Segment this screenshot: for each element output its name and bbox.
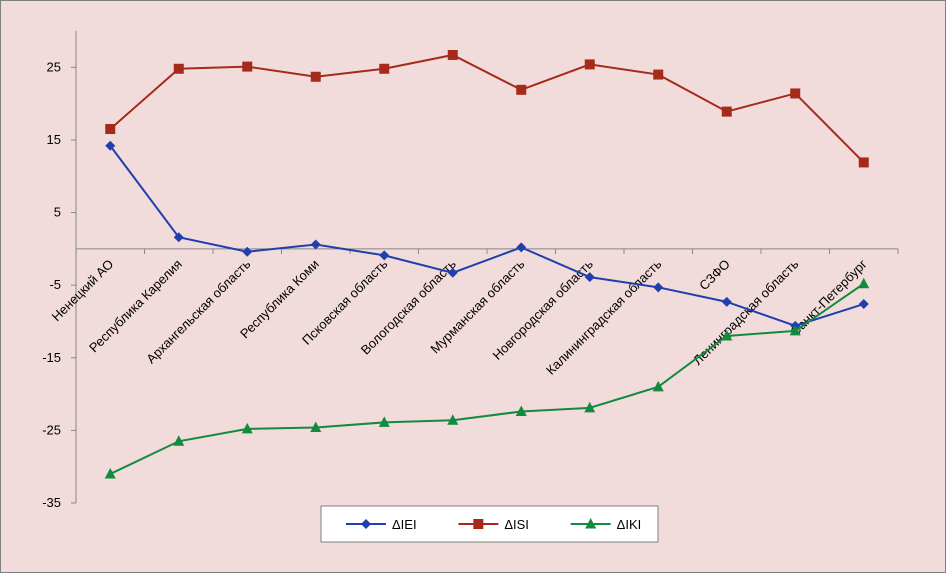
legend-item: ΔIKI (570, 517, 642, 532)
y-tick-label: -15 (42, 350, 61, 365)
data-point (173, 232, 184, 243)
series-3 (104, 277, 870, 479)
y-tick-label: -5 (49, 277, 61, 292)
data-point (516, 242, 527, 253)
legend-label: ΔIKI (617, 517, 642, 532)
data-point (858, 277, 870, 289)
data-point (173, 435, 185, 446)
data-point (242, 246, 253, 257)
x-category-label: Калининградская область (543, 256, 664, 377)
data-point (241, 422, 253, 434)
data-point (379, 63, 390, 74)
data-point (721, 296, 732, 307)
series-1 (105, 140, 869, 331)
legend-marker (361, 519, 371, 529)
y-tick-label: 25 (47, 59, 61, 74)
series-layer (104, 49, 870, 479)
legend-item: ΔIEI (346, 517, 417, 532)
y-tick-label: 15 (47, 132, 61, 147)
data-point (653, 69, 664, 80)
data-point (104, 467, 116, 479)
data-point (310, 71, 321, 82)
data-point (173, 63, 184, 74)
data-point (721, 106, 732, 117)
legend-item: ΔISI (458, 517, 529, 532)
y-tick-label: -35 (42, 495, 61, 510)
legend: ΔIEI ΔISI ΔIKI (320, 505, 659, 543)
data-point (447, 49, 458, 60)
series-line (109, 53, 865, 164)
data-point (379, 250, 390, 261)
data-point (652, 380, 664, 392)
data-point (378, 416, 390, 427)
data-point (584, 401, 596, 413)
series-line (109, 145, 865, 327)
legend-label: ΔIEI (392, 517, 417, 532)
data-point (310, 239, 321, 250)
data-point (858, 299, 869, 310)
data-point (653, 282, 664, 293)
data-point (105, 124, 116, 135)
data-point (721, 329, 733, 341)
data-point (516, 84, 527, 95)
data-point (584, 272, 595, 283)
series-2 (105, 49, 869, 168)
data-point (858, 157, 869, 168)
data-point (584, 59, 595, 70)
legend-marker (473, 519, 484, 529)
data-point (515, 405, 527, 417)
series-line (109, 282, 865, 475)
data-point (447, 267, 458, 278)
legend-label: ΔISI (504, 517, 529, 532)
data-point (310, 421, 322, 432)
x-category-label: СЗФО (696, 256, 733, 293)
y-tick-label: 5 (54, 205, 61, 220)
axes: -35 -25 -15 -5 5 15 25 (42, 31, 899, 510)
legend-marker (585, 518, 597, 529)
data-point (789, 324, 801, 336)
data-point (242, 61, 253, 72)
data-point (105, 140, 116, 151)
data-point (790, 88, 801, 99)
y-tick-label: -25 (42, 422, 61, 437)
data-point (447, 414, 459, 425)
